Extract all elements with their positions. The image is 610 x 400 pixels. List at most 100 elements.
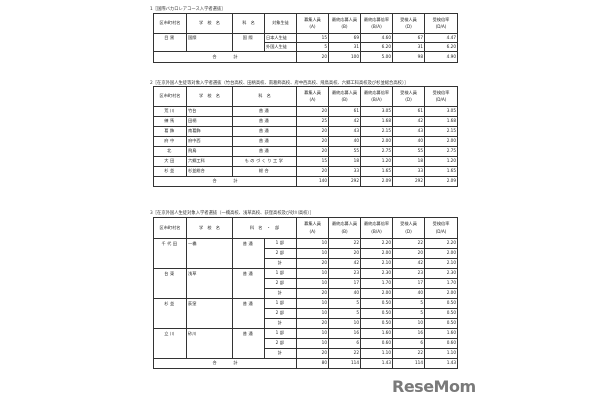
school-cell: 国際	[186, 33, 233, 52]
target-header: 対象生徒	[264, 13, 297, 34]
table-row: 計 20 10 0.50 10 0.50	[154, 318, 491, 329]
value-cell: 17	[328, 278, 362, 289]
value-cell: 10	[392, 318, 426, 329]
value-cell: 25	[296, 116, 330, 127]
value-cell: 5	[392, 308, 426, 319]
value-cell: 2.10	[360, 258, 394, 269]
apply_rate-sub-label: (B/A)	[371, 24, 382, 29]
value-cell: 0.60	[424, 338, 459, 349]
recruit-header: 募集人員 (A)	[296, 86, 330, 107]
dept-cell: ものづくり工学	[231, 156, 298, 167]
value-cell: 5	[328, 308, 362, 319]
part-cell: 1部	[263, 268, 298, 279]
value-cell: 16	[392, 328, 426, 339]
part-cell: 1部	[263, 298, 298, 309]
recruit-sub-label: (A)	[309, 97, 316, 102]
value-cell: 20	[296, 146, 330, 157]
exam_rate-sub-label: (D/A)	[435, 24, 447, 29]
exam-sub-label: (D)	[405, 228, 412, 234]
part-cell: 計	[263, 348, 298, 359]
apply-sub-label: (B)	[341, 97, 348, 102]
value-cell: 6	[328, 338, 362, 349]
apply-label: 最終応募人員	[331, 221, 358, 227]
value-cell: 2.15	[360, 126, 394, 137]
value-cell: 20	[296, 288, 330, 299]
school-cell: 飛鳥	[186, 146, 233, 157]
table-row: 目黒 国際 国際 日本人生徒 15 69 4.60 67 4.47	[153, 33, 491, 52]
part-cell: 計	[263, 288, 298, 299]
exam_rate-header: 受検倍率 (D/A)	[424, 217, 459, 239]
apply_rate-label: 最終応募倍率	[363, 16, 390, 22]
value-cell: 23	[328, 268, 362, 279]
apply-sub-label: (B)	[341, 228, 348, 234]
value-cell: 42	[328, 116, 362, 127]
header-row: 区市町村名学 校 名科 名 ・ 部募集人員 (A) 最終応募人員 (B) 最終応募倍率(…	[153, 217, 491, 239]
value-cell: 98	[392, 51, 425, 63]
value-cell: 33	[392, 166, 426, 177]
value-cell: 0.50	[424, 298, 459, 309]
district-cell: 荒川	[153, 106, 187, 117]
value-cell: 1.20	[424, 156, 459, 167]
value-cell: 43	[328, 126, 362, 137]
school-header: 学 校 名	[186, 13, 233, 34]
value-cell: 1.68	[360, 116, 394, 127]
value-cell: 20	[392, 248, 426, 259]
part-cell: 1部	[263, 328, 298, 339]
value-cell: 10	[296, 308, 330, 319]
dept_part-header: 科 名 ・ 部	[231, 217, 298, 239]
table-row: 外国人生徒 5 31 6.20 31 6.20	[154, 42, 491, 52]
value-cell: 10	[296, 278, 330, 289]
exam-label: 受検人員	[400, 221, 417, 227]
value-cell: 1.70	[424, 278, 459, 289]
section1-title: 1［国際バカロレアコース入学者選抜］	[150, 7, 226, 12]
value-cell: 1.10	[360, 348, 394, 359]
value-cell: 42	[392, 258, 426, 269]
district-cell: 千代田	[153, 238, 187, 269]
value-cell: 31	[328, 42, 361, 52]
recruit-header: 募集人員 (A)	[296, 13, 329, 34]
table-row: 荒川 竹台 普通 20 61 3.05 61 3.05	[153, 106, 491, 117]
value-cell: 1.68	[424, 116, 459, 127]
value-cell: 0.50	[424, 318, 459, 329]
value-cell: 1.10	[424, 348, 459, 359]
total-label: 合 計	[152, 358, 298, 369]
value-cell: 1.70	[360, 278, 394, 289]
part-cell: 2部	[263, 338, 298, 349]
total-label: 合 計	[152, 176, 298, 187]
value-cell: 2.00	[360, 248, 394, 259]
dept-cell: 総合	[231, 166, 298, 177]
value-cell: 10	[296, 298, 330, 309]
value-cell: 0.60	[360, 338, 394, 349]
apply-label: 最終応募人員	[331, 89, 358, 95]
value-cell: 20	[296, 126, 330, 137]
district-cell: 葛飾	[153, 126, 187, 137]
section2-title: 2［在京外国人生徒等対象入学者選抜（竹台高校、田柄高校、南葛飾高校、府中西高校、…	[150, 81, 409, 86]
value-cell: 114	[328, 358, 362, 369]
table-row: 府中 府中西 普通 20 40 2.00 40 2.00	[153, 136, 491, 147]
value-cell: 20	[296, 136, 330, 147]
dept-cell: 普通	[231, 146, 298, 157]
table-row: 千代田 一橋 普通 1部 10 22 2.20 22 2.20	[153, 238, 491, 269]
recruit-label: 募集人員	[304, 221, 321, 227]
district-cell: 立川	[153, 328, 187, 359]
value-cell: 2.09	[360, 176, 394, 187]
target-cell: 外国人生徒	[264, 42, 297, 52]
value-cell: 1.60	[360, 328, 394, 339]
value-cell: 3.05	[424, 106, 459, 117]
school-cell: 六郷工科	[186, 156, 233, 167]
exam_rate-label: 受検倍率	[432, 89, 450, 95]
value-cell: 20	[296, 258, 330, 269]
value-cell: 4.90	[424, 51, 458, 63]
district-cell: 台東	[153, 268, 187, 299]
total-label: 合 計	[153, 51, 297, 63]
dept-cell: 普通	[232, 238, 265, 269]
value-cell: 2.00	[360, 136, 394, 147]
part-cell: 2部	[263, 308, 298, 319]
value-cell: 5	[296, 42, 329, 52]
district-cell: 府中	[153, 136, 187, 147]
table-row: 2部 10 20 2.00 20 2.00	[154, 248, 491, 259]
value-cell: 61	[328, 106, 362, 117]
value-cell: 100	[328, 51, 361, 63]
value-cell: 20	[296, 318, 330, 329]
value-cell: 0.50	[360, 308, 394, 319]
